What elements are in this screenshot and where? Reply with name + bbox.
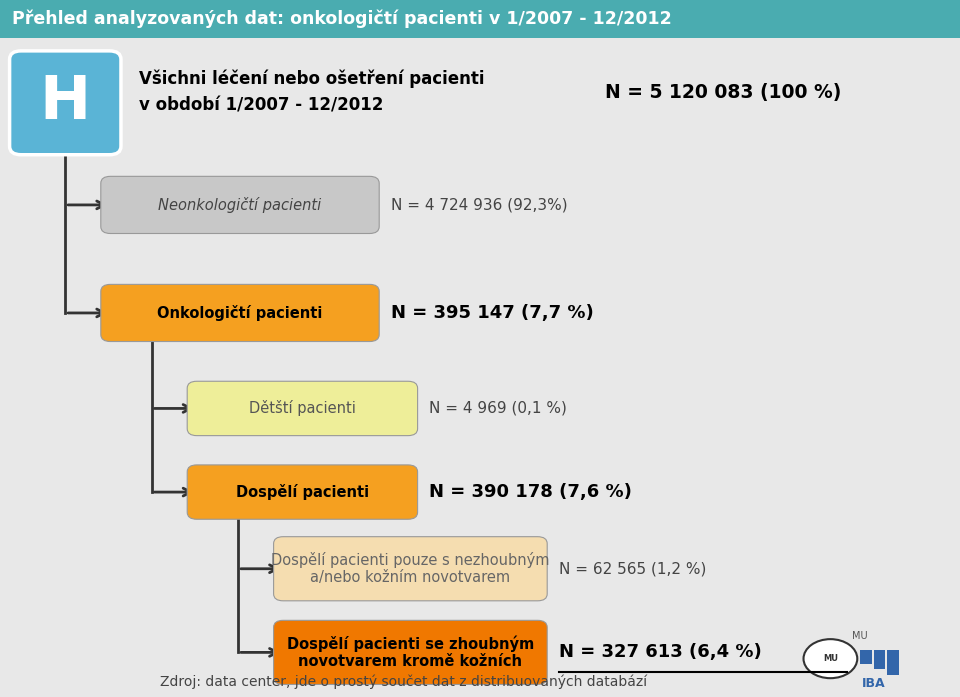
Text: N = 5 120 083 (100 %): N = 5 120 083 (100 %) bbox=[605, 82, 841, 102]
FancyBboxPatch shape bbox=[10, 51, 121, 155]
Text: N = 62 565 (1,2 %): N = 62 565 (1,2 %) bbox=[559, 561, 707, 576]
Text: H: H bbox=[39, 73, 91, 132]
Text: Neonkologičtí pacienti: Neonkologičtí pacienti bbox=[158, 197, 322, 213]
FancyBboxPatch shape bbox=[0, 0, 960, 38]
Text: Dospělí pacienti pouze s nezhoubným
a/nebo kožním novotvarem: Dospělí pacienti pouze s nezhoubným a/ne… bbox=[271, 552, 550, 585]
Text: Zdroj: data center, jde o prostý součet dat z distribuovaných databází: Zdroj: data center, jde o prostý součet … bbox=[159, 675, 647, 689]
Text: Dospělí pacienti se zhoubným
novotvarem kromě kožních: Dospělí pacienti se zhoubným novotvarem … bbox=[287, 636, 534, 669]
Text: Dětští pacienti: Dětští pacienti bbox=[249, 401, 356, 416]
Text: MU: MU bbox=[852, 631, 868, 641]
Circle shape bbox=[804, 639, 857, 678]
Text: Dospělí pacienti: Dospělí pacienti bbox=[236, 484, 369, 500]
Text: N = 4 724 936 (92,3%): N = 4 724 936 (92,3%) bbox=[391, 197, 567, 213]
Text: Onkologičtí pacienti: Onkologičtí pacienti bbox=[157, 305, 323, 321]
Text: Přehled analyzovaných dat: onkologičtí pacienti v 1/2007 - 12/2012: Přehled analyzovaných dat: onkologičtí p… bbox=[12, 10, 671, 29]
FancyBboxPatch shape bbox=[274, 620, 547, 684]
Text: N = 390 178 (7,6 %): N = 390 178 (7,6 %) bbox=[429, 483, 632, 501]
Text: N = 395 147 (7,7 %): N = 395 147 (7,7 %) bbox=[391, 304, 593, 322]
Bar bbox=[860, 650, 872, 664]
Text: v období 1/2007 - 12/2012: v období 1/2007 - 12/2012 bbox=[139, 97, 384, 115]
FancyBboxPatch shape bbox=[274, 537, 547, 601]
FancyBboxPatch shape bbox=[187, 381, 418, 436]
Bar bbox=[874, 650, 885, 669]
FancyBboxPatch shape bbox=[101, 176, 379, 233]
Text: Všichni léčení nebo ošetření pacienti: Všichni léčení nebo ošetření pacienti bbox=[139, 70, 485, 88]
Bar bbox=[887, 650, 899, 675]
Text: IBA: IBA bbox=[862, 677, 885, 691]
Text: N = 327 613 (6,4 %): N = 327 613 (6,4 %) bbox=[559, 643, 761, 661]
Text: N = 4 969 (0,1 %): N = 4 969 (0,1 %) bbox=[429, 401, 567, 416]
FancyBboxPatch shape bbox=[101, 284, 379, 342]
FancyBboxPatch shape bbox=[187, 465, 418, 519]
Text: MU: MU bbox=[823, 654, 838, 663]
